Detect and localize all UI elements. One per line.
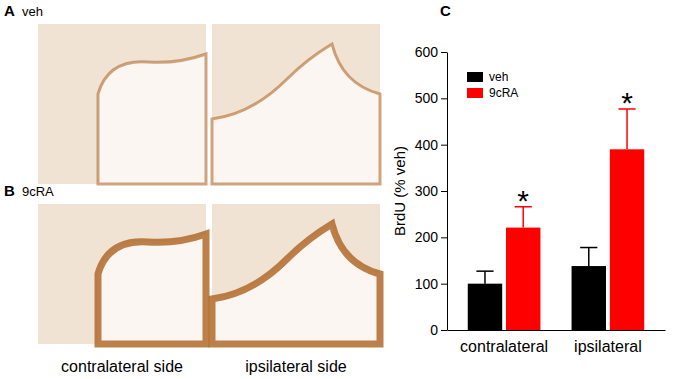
- legend-swatch: [467, 72, 483, 82]
- y-tick-label: 300: [415, 183, 439, 199]
- ventricle: [98, 234, 206, 344]
- y-tick-mark: [441, 52, 447, 53]
- micrograph-bg: [38, 24, 206, 184]
- ventricle: [98, 54, 206, 184]
- legend-label: 9cRA: [489, 86, 518, 100]
- y-tick-label: 200: [415, 229, 439, 245]
- x-axis-line: [448, 330, 666, 331]
- significance-marker: *: [517, 184, 529, 217]
- bar: [506, 228, 540, 330]
- micrograph: [212, 204, 380, 344]
- y-tick-label: 600: [415, 44, 439, 60]
- legend-label: veh: [489, 70, 508, 84]
- legend: veh 9cRA: [467, 70, 518, 100]
- significance-marker: *: [621, 86, 633, 119]
- y-tick-mark: [441, 191, 447, 192]
- y-axis-line: [447, 53, 448, 331]
- panel-label: A: [4, 2, 15, 19]
- y-tick: 0: [430, 322, 447, 338]
- y-tick: 300: [415, 183, 447, 199]
- y-tick: 600: [415, 44, 447, 60]
- y-tick-label: 0: [430, 322, 438, 338]
- x-tick-label: contralateral: [460, 338, 548, 355]
- micrograph: [38, 204, 206, 344]
- y-tick-mark: [441, 237, 447, 238]
- x-tick: contralateral: [460, 330, 548, 355]
- micrograph-bg: [212, 204, 380, 344]
- y-tick-label: 500: [415, 90, 439, 106]
- panel-condition: 9cRA: [22, 184, 54, 199]
- y-tick-mark: [441, 284, 447, 285]
- micrograph-bg: [38, 204, 206, 344]
- micrograph: [212, 24, 380, 184]
- bar: [610, 149, 644, 330]
- x-tick-label: ipsilateral: [574, 338, 642, 355]
- y-tick-label: 100: [415, 276, 439, 292]
- y-tick-mark: [441, 98, 447, 99]
- y-axis: 0 100 200 300 400 500 600: [415, 44, 448, 338]
- error-cap: [476, 270, 493, 272]
- error-bar: [588, 248, 590, 267]
- figure: Aveh B 9cRA contralateral side ipsilateral s…: [0, 0, 675, 379]
- error-bar: [484, 271, 486, 284]
- micrograph-bg: [212, 24, 380, 184]
- micrograph: [38, 24, 206, 184]
- y-tick-mark: [441, 145, 447, 146]
- panel-label: B: [4, 182, 15, 199]
- y-tick-mark: [441, 330, 447, 331]
- column-caption: contralateral side: [61, 358, 183, 375]
- y-tick-label: 400: [415, 137, 439, 153]
- ventricle: [212, 44, 380, 184]
- y-tick: 100: [415, 276, 447, 292]
- y-tick: 200: [415, 229, 447, 245]
- panel-label: C: [440, 2, 451, 19]
- ventricle: [212, 224, 380, 344]
- column-caption: ipsilateral side: [245, 358, 346, 375]
- panel-condition: veh: [22, 4, 43, 19]
- x-tick: ipsilateral: [574, 330, 642, 355]
- y-axis-title: BrdU (% veh): [391, 146, 408, 236]
- plot-area: [468, 109, 644, 330]
- y-tick: 500: [415, 90, 447, 106]
- y-tick: 400: [415, 137, 447, 153]
- bar: [468, 284, 502, 330]
- bar: [572, 266, 606, 330]
- error-cap: [580, 247, 597, 249]
- legend-swatch: [467, 88, 483, 98]
- x-axis: contralateral ipsilateral: [448, 330, 666, 355]
